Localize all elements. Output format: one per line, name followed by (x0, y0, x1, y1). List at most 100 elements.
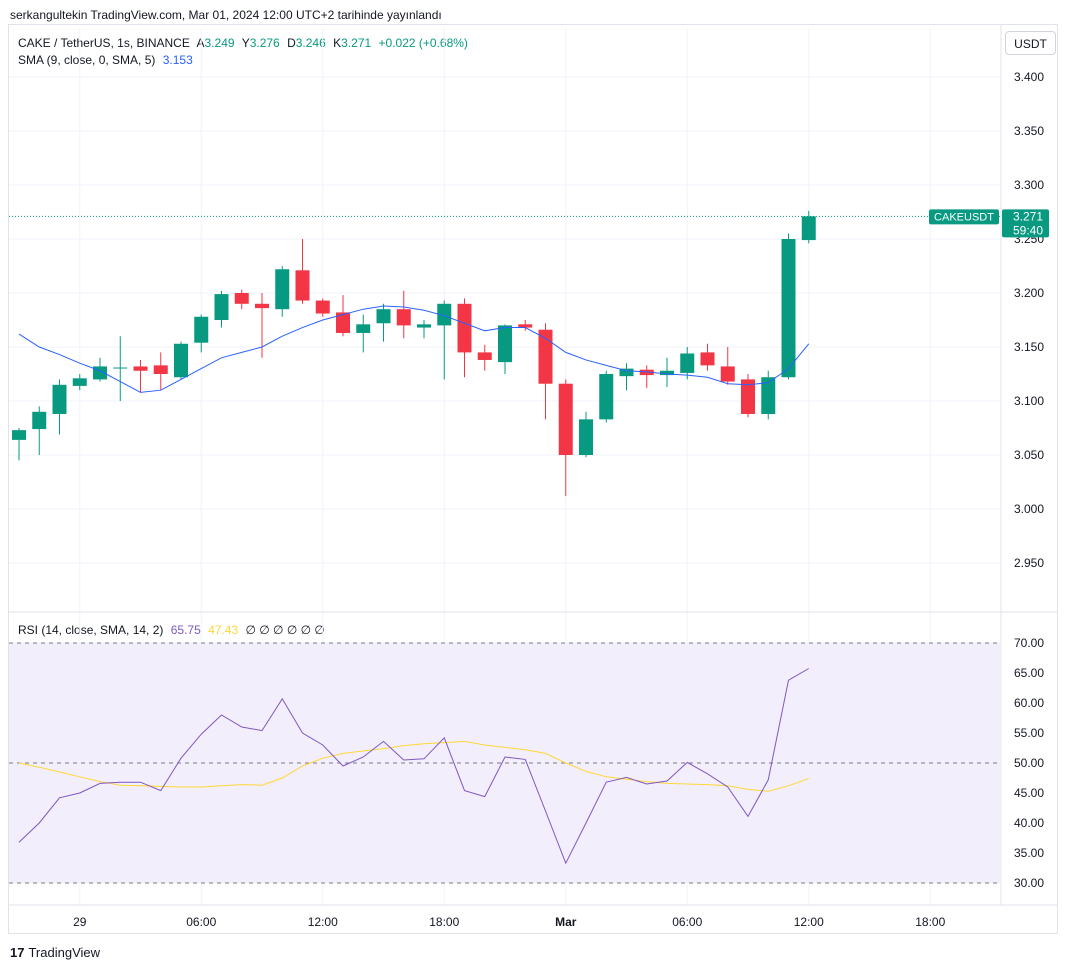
candle (376, 303, 391, 342)
time-axis-tick: 12:00 (308, 915, 338, 929)
candle (660, 357, 674, 387)
candle (32, 406, 47, 455)
candle-body (741, 379, 755, 414)
candle (295, 239, 310, 304)
candle (639, 365, 654, 389)
candle-body (518, 324, 533, 328)
candle (153, 352, 168, 391)
sma-line (18, 305, 810, 393)
rsi-axis: 70.00 65.00 60.00 55.00 50.00 45.00 40.00 35.00… (1014, 636, 1044, 890)
candle-body (781, 239, 796, 378)
candle (801, 210, 816, 244)
open-label: A (196, 36, 205, 50)
candle-body (12, 430, 26, 440)
price-axis-tick: 3.000 (1014, 502, 1044, 516)
candle-body (234, 293, 249, 304)
candle-body (457, 303, 472, 353)
price-tag-bg (1002, 209, 1049, 238)
candle-body (720, 366, 735, 382)
candle-body (32, 411, 47, 430)
candle-body (153, 365, 168, 374)
price-axis-tick: 3.400 (1014, 70, 1044, 84)
sma-value: 3.153 (162, 53, 193, 67)
candle (133, 359, 148, 393)
tradingview-logo-mark: 17 (10, 945, 25, 960)
high-value: 3.276 (249, 36, 280, 50)
price-axis-tick: 3.300 (1014, 178, 1044, 192)
candle (579, 411, 593, 458)
candle (275, 266, 290, 317)
rsi-axis-tick: 55.00 (1014, 726, 1044, 740)
currency-button[interactable]: USDT (1005, 31, 1056, 55)
candle-body (255, 303, 269, 309)
candle (437, 300, 452, 380)
candle-body (680, 353, 695, 373)
rsi-label[interactable]: RSI (14, close, SMA, 14, 2) (18, 623, 164, 637)
chart-frame (8, 24, 1058, 934)
candle-body (639, 369, 654, 376)
close-label: K (333, 36, 342, 50)
rsi-line (18, 668, 810, 865)
low-label: D (287, 36, 296, 50)
candle-body (295, 270, 310, 301)
candle-body (498, 325, 512, 363)
candle (417, 320, 431, 339)
candle (396, 290, 411, 339)
rsi-legend: RSI (14, close, SMA, 14, 2) 65.75 47.43 … (18, 623, 329, 637)
candle (356, 314, 371, 353)
candle-body (396, 309, 411, 326)
candle-body (801, 216, 816, 241)
price-tag-symbol-bg (929, 209, 999, 225)
candle-body (619, 368, 634, 377)
candle-body (275, 269, 290, 310)
candle-body (174, 343, 188, 378)
change-value: +0.022 (+0.68%) (378, 36, 468, 50)
candle (680, 347, 695, 380)
rsi-value: 65.75 (170, 623, 201, 637)
candle-body (72, 378, 87, 386)
candle-body (660, 370, 674, 376)
sma-legend: SMA (9, close, 0, SMA, 5) 3.153 (18, 53, 197, 67)
candle-body (214, 294, 229, 320)
candle (761, 370, 776, 420)
candle (781, 233, 796, 380)
candle (194, 314, 209, 353)
candle-body (558, 383, 573, 455)
candle (52, 379, 67, 435)
candle-body (417, 324, 431, 328)
candle-body (315, 300, 330, 314)
candle-body (700, 352, 715, 366)
candle (174, 341, 188, 380)
rsi-axis-tick: 60.00 (1014, 696, 1044, 710)
sma-label[interactable]: SMA (9, close, 0, SMA, 5) (18, 53, 156, 67)
candle-body (538, 329, 553, 384)
candle (12, 428, 26, 461)
rsi-axis-tick: 50.00 (1014, 756, 1044, 770)
candle-body (579, 419, 593, 455)
price-axis-tick: 3.050 (1014, 448, 1044, 462)
candle (336, 295, 350, 337)
rsi-axis-tick: 30.00 (1014, 876, 1044, 890)
candle-body (599, 374, 614, 420)
candle (741, 374, 755, 418)
open-value: 3.249 (204, 36, 235, 50)
time-axis-tick: 18:00 (915, 915, 945, 929)
candle-body (194, 316, 209, 343)
symbol-name[interactable]: CAKE / TetherUS, 1s, BINANCE (18, 36, 190, 50)
candle (700, 343, 715, 371)
candles (12, 210, 816, 497)
candle (72, 374, 87, 391)
candle (599, 370, 614, 423)
price-axis-tick: 3.150 (1014, 340, 1044, 354)
price-axis-tick: 3.100 (1014, 394, 1044, 408)
candle (234, 289, 249, 310)
price-axis-tick: 3.350 (1014, 124, 1044, 138)
time-axis-tick: 06:00 (186, 915, 216, 929)
rsi-axis-tick: 65.00 (1014, 666, 1044, 680)
price-grid: 3.4003.3503.3003.2503.2003.1503.1003.050… (9, 70, 1044, 570)
time-axis-tick: Mar (555, 915, 577, 929)
close-value: 3.271 (341, 36, 372, 50)
rsi-ma-value: 47.43 (208, 623, 239, 637)
